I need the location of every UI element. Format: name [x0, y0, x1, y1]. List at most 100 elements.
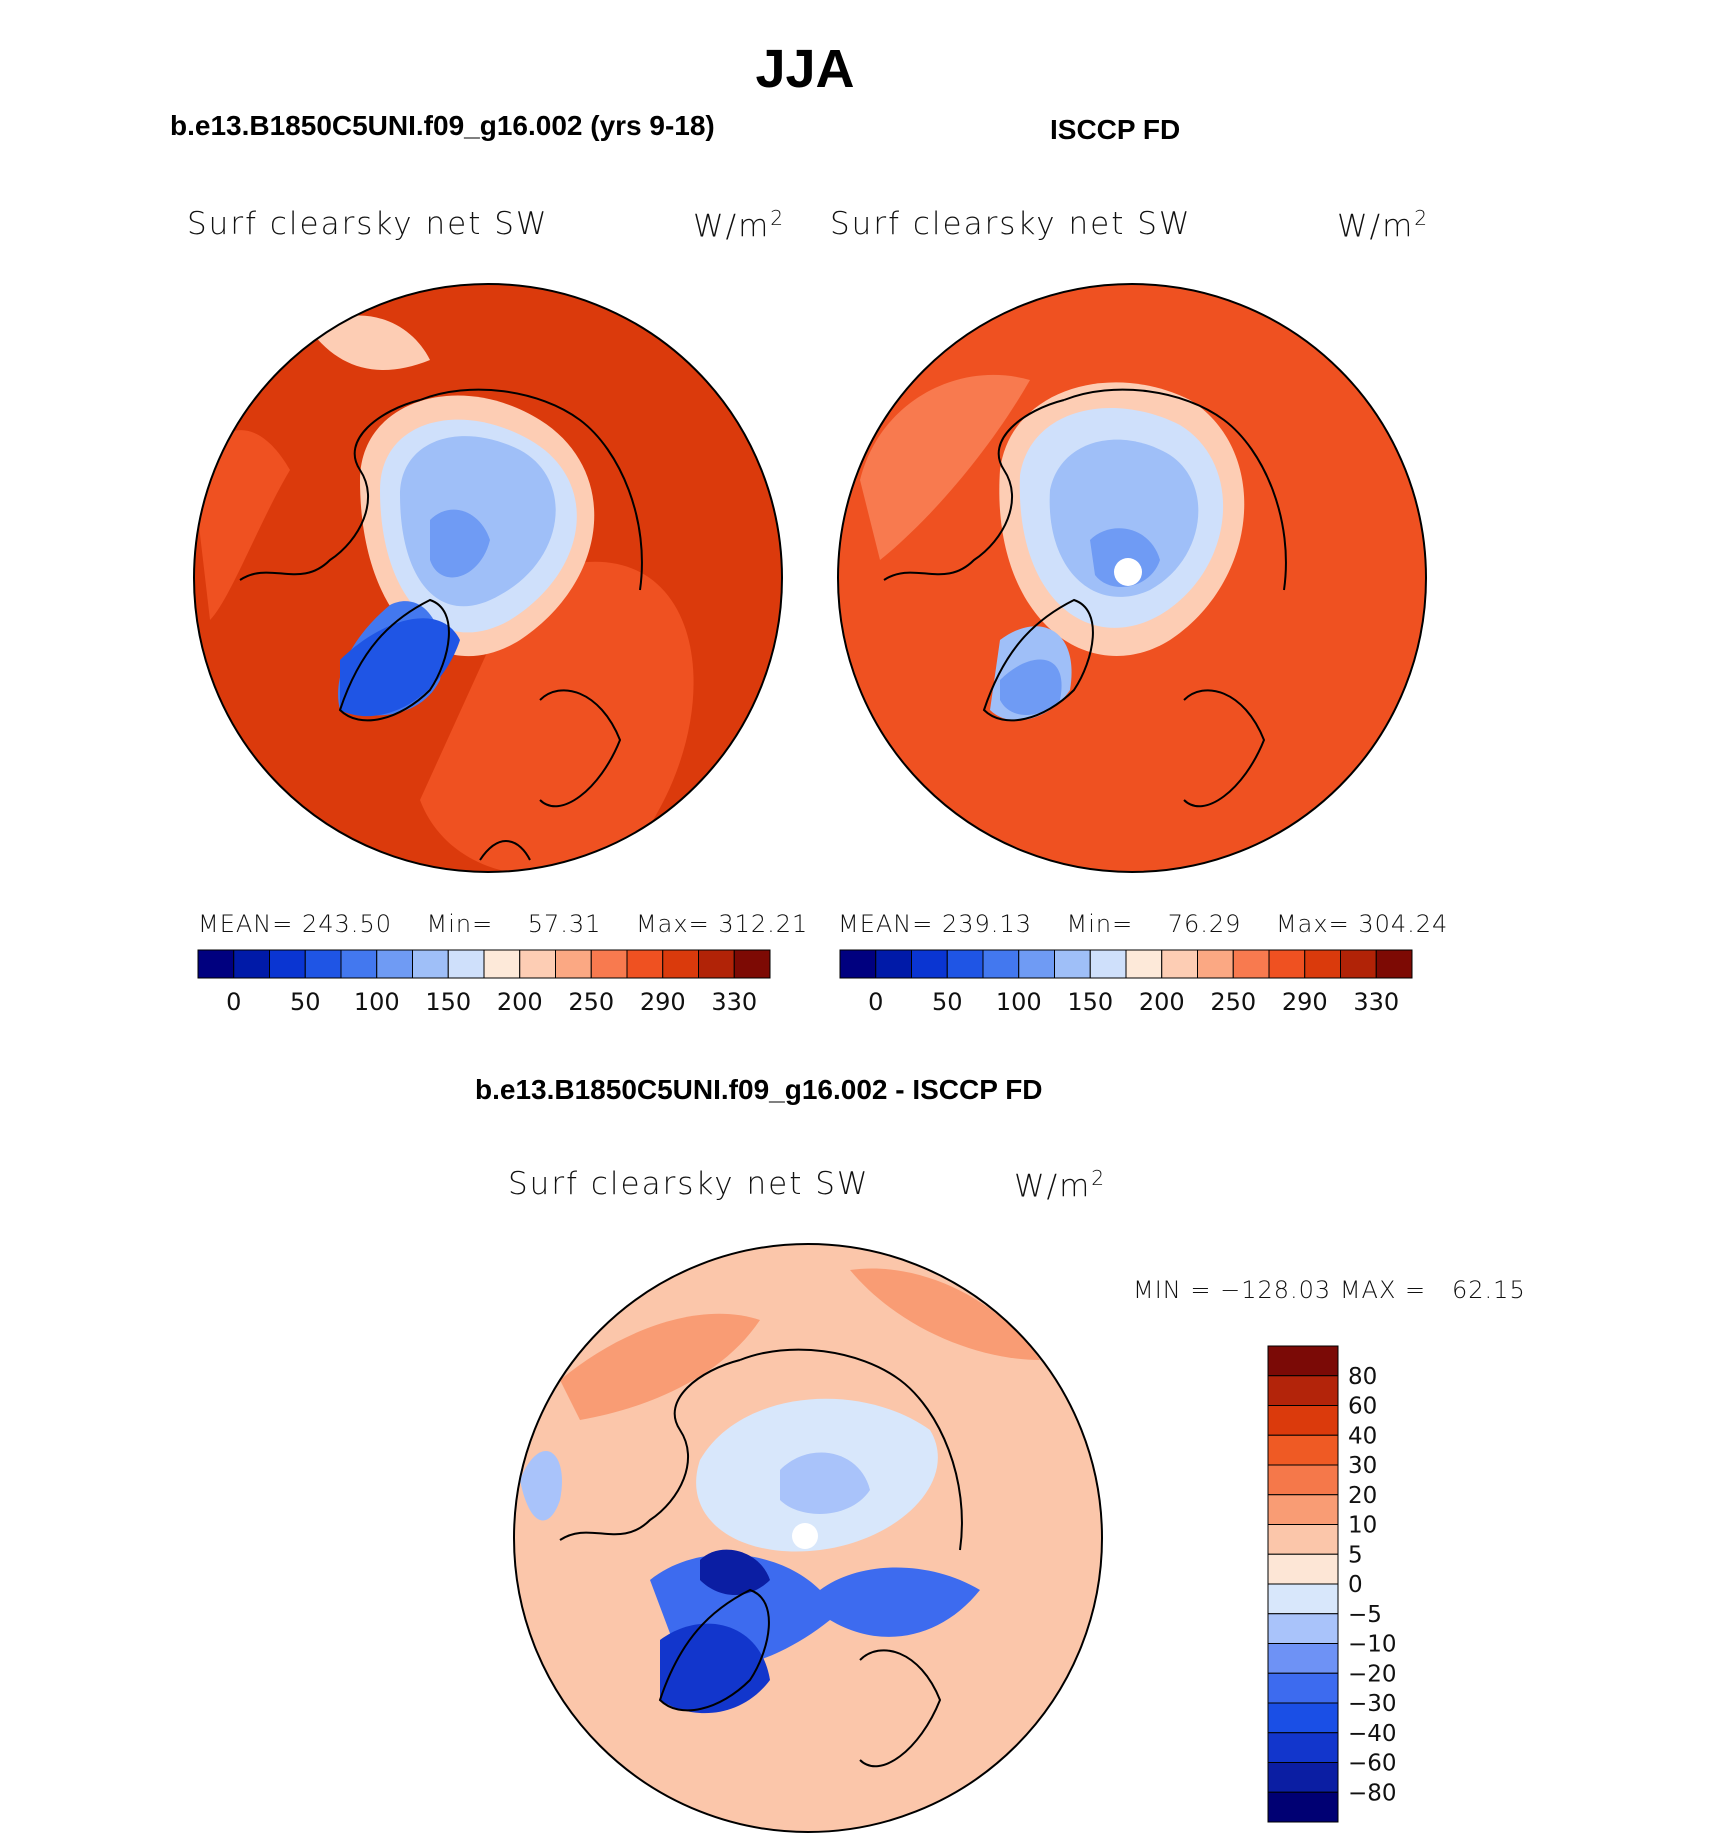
- diff-colorbar-swatch: [1267, 1613, 1339, 1644]
- obs-colorbar-tick-label: 100: [996, 988, 1042, 1016]
- diff-colorbar-tick-label: 10: [1348, 1513, 1377, 1539]
- obs-stats-line: MEAN= 239.13 Min= 76.29 Max= 304.24: [838, 910, 1449, 938]
- diff-colorbar-swatch: [1267, 1762, 1339, 1793]
- model-colorbar-swatch: [447, 949, 485, 979]
- obs-colorbar-tick-label: 250: [1210, 988, 1256, 1016]
- diff-colorbar-tick-label: 5: [1348, 1542, 1363, 1568]
- diff-colorbar-swatch: [1267, 1405, 1339, 1436]
- obs-colorbar-swatch: [1161, 949, 1198, 979]
- diff-minmax-label: MIN = −128.03 MAX = 62.15: [1133, 1276, 1526, 1304]
- diff-colorbar-tick-label: −80: [1348, 1780, 1397, 1806]
- obs-colorbar-tick-label: 330: [1353, 988, 1399, 1016]
- difference-colorbar: 80 60 40 30 20 10 5 0 −5 −10 −20 −30 −40 −60 −80: [1267, 1345, 1397, 1823]
- model-units-label: W/m2: [693, 206, 786, 245]
- model-stats-line: MEAN= 243.50 Min= 57.31 Max= 312.21: [198, 910, 809, 938]
- obs-units-label: W/m2: [1337, 206, 1430, 245]
- obs-colorbar-swatch: [1304, 949, 1341, 979]
- diff-colorbar-swatch: [1267, 1702, 1339, 1734]
- diff-colorbar-swatch: [1267, 1434, 1339, 1466]
- diff-variable-label: Surf clearsky net SW: [508, 1166, 870, 1202]
- obs-colorbar-swatch: [1232, 949, 1270, 979]
- model-colorbar-swatch: [483, 949, 521, 979]
- diff-colorbar-tick-label: 60: [1348, 1394, 1377, 1420]
- diff-colorbar-tick-label: −40: [1348, 1721, 1397, 1747]
- model-colorbar: 0 50 100 150 200 250 290 330: [197, 949, 771, 1016]
- obs-colorbar-tick-label: 150: [1067, 988, 1113, 1016]
- obs-colorbar-swatch: [1268, 949, 1306, 979]
- obs-max-value: 304.24: [1358, 910, 1449, 938]
- obs-colorbar-tick-label: 50: [932, 988, 963, 1016]
- obs-min-value: 76.29: [1167, 910, 1242, 938]
- model-colorbar-swatch: [698, 949, 735, 979]
- obs-colorbar-swatch: [1018, 949, 1055, 979]
- diff-colorbar-tick-label: 0: [1348, 1572, 1363, 1598]
- diff-colorbar-swatch: [1267, 1375, 1339, 1406]
- diff-colorbar-tick-label: 30: [1348, 1453, 1377, 1479]
- diff-colorbar-swatch: [1267, 1345, 1339, 1377]
- diff-colorbar-tick-label: 80: [1348, 1364, 1377, 1390]
- obs-colorbar-swatch: [875, 949, 912, 979]
- figure-title: JJA: [755, 39, 855, 99]
- obs-mean-value: 239.13: [942, 910, 1032, 938]
- model-colorbar-tick-label: 290: [640, 988, 686, 1016]
- obs-colorbar-tick-label: 290: [1282, 988, 1328, 1016]
- model-colorbar-swatch: [304, 949, 342, 979]
- model-colorbar-tick-label: 200: [497, 988, 543, 1016]
- obs-colorbar-swatch: [982, 949, 1020, 979]
- model-map: [193, 283, 783, 873]
- obs-colorbar-swatch: [1089, 949, 1127, 979]
- model-max-value: 312.21: [718, 910, 809, 938]
- model-colorbar-tick-label: 330: [711, 988, 757, 1016]
- model-colorbar-tick-label: 150: [425, 988, 471, 1016]
- model-colorbar-swatch: [733, 949, 771, 979]
- diff-colorbar-tick-label: −60: [1348, 1751, 1397, 1777]
- obs-variable-label: Surf clearsky net SW: [830, 206, 1192, 242]
- model-colorbar-swatch: [269, 949, 306, 979]
- model-colorbar-swatch: [626, 949, 664, 979]
- model-colorbar-swatch: [519, 949, 556, 979]
- obs-panel-title: ISCCP FD: [1050, 114, 1181, 145]
- model-variable-label: Surf clearsky net SW: [187, 206, 549, 242]
- diff-colorbar-swatch: [1267, 1464, 1339, 1496]
- diff-colorbar-tick-label: 20: [1348, 1483, 1377, 1509]
- obs-colorbar-swatch: [1340, 949, 1377, 979]
- diff-colorbar-swatch: [1267, 1583, 1339, 1615]
- obs-colorbar-tick-label: 200: [1139, 988, 1185, 1016]
- diff-colorbar-tick-label: −20: [1348, 1661, 1397, 1687]
- obs-colorbar-swatch: [1054, 949, 1091, 979]
- obs-map: [837, 283, 1427, 873]
- obs-colorbar-swatch: [1125, 949, 1163, 979]
- obs-colorbar-swatch: [1197, 949, 1234, 979]
- diff-colorbar-swatch: [1267, 1494, 1339, 1525]
- diff-colorbar-tick-label: 40: [1348, 1423, 1377, 1449]
- obs-colorbar-swatch: [839, 949, 877, 979]
- diff-colorbar-swatch: [1267, 1672, 1339, 1704]
- diff-units-label: W/m2: [1014, 1166, 1107, 1205]
- diff-colorbar-swatch: [1267, 1791, 1339, 1823]
- model-min-value: 57.31: [527, 910, 602, 938]
- model-panel-title: b.e13.B1850C5UNI.f09_g16.002 (yrs 9-18): [170, 110, 715, 141]
- model-colorbar-tick-label: 250: [568, 988, 614, 1016]
- model-colorbar-swatch: [662, 949, 699, 979]
- obs-colorbar-tick-label: 0: [868, 988, 883, 1016]
- model-colorbar-swatch: [376, 949, 413, 979]
- diff-panel-title: b.e13.B1850C5UNI.f09_g16.002 - ISCCP FD: [475, 1074, 1043, 1105]
- diff-colorbar-swatch: [1267, 1643, 1339, 1674]
- obs-colorbar-swatch: [1375, 949, 1413, 979]
- difference-map: [513, 1243, 1103, 1833]
- model-colorbar-swatch: [412, 949, 449, 979]
- diff-colorbar-swatch: [1267, 1553, 1339, 1585]
- model-colorbar-swatch: [233, 949, 270, 979]
- model-colorbar-tick-label: 100: [354, 988, 400, 1016]
- model-colorbar-swatch: [197, 949, 235, 979]
- model-colorbar-tick-label: 0: [226, 988, 241, 1016]
- model-mean-value: 243.50: [302, 910, 392, 938]
- diff-colorbar-tick-label: −10: [1348, 1632, 1397, 1658]
- diff-colorbar-swatch: [1267, 1524, 1339, 1555]
- diff-colorbar-tick-label: −5: [1348, 1602, 1382, 1628]
- obs-colorbar-swatch: [946, 949, 984, 979]
- diff-colorbar-swatch: [1267, 1732, 1339, 1763]
- obs-colorbar: 0 50 100 150 200 250 290 330: [839, 949, 1413, 1016]
- model-colorbar-swatch: [340, 949, 378, 979]
